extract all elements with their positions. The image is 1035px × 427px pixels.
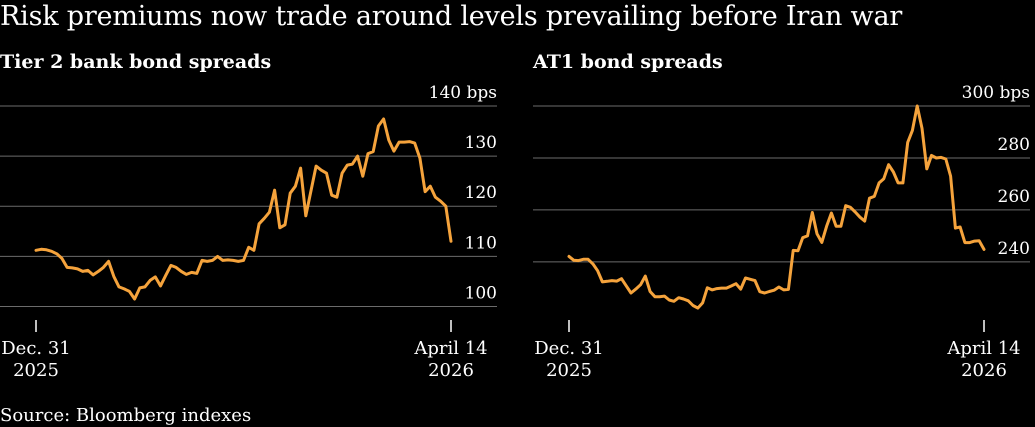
x-tick-label: Dec. 31 xyxy=(1,338,71,359)
x-tick-label: Dec. 31 xyxy=(534,338,604,359)
x-tick-label: April 14 xyxy=(413,338,487,359)
source-note: Source: Bloomberg indexes xyxy=(0,405,252,426)
chart-title: Risk premiums now trade around levels pr… xyxy=(0,1,903,32)
y-tick-label: 120 xyxy=(465,183,497,203)
series-line xyxy=(34,117,453,301)
x-tick-label: April 14 xyxy=(946,338,1020,359)
y-tick-label: 100 xyxy=(465,283,497,303)
panel-title-at1: AT1 bond spreads xyxy=(533,51,723,73)
y-tick-label: 300 bps xyxy=(962,83,1030,103)
x-tick-label: 2026 xyxy=(961,360,1007,381)
x-tick-label: 2026 xyxy=(428,360,474,381)
y-tick-label: 240 xyxy=(998,239,1030,259)
series-line xyxy=(567,104,986,310)
x-tick-label: 2025 xyxy=(546,360,592,381)
y-tick-label: 260 xyxy=(998,187,1030,207)
y-tick-label: 110 xyxy=(465,233,497,253)
y-tick-label: 140 bps xyxy=(429,83,497,103)
y-tick-label: 280 xyxy=(998,135,1030,155)
panel-title-tier2: Tier 2 bank bond spreads xyxy=(0,51,272,73)
y-tick-label: 130 xyxy=(465,133,497,153)
x-tick-label: 2025 xyxy=(13,360,59,381)
